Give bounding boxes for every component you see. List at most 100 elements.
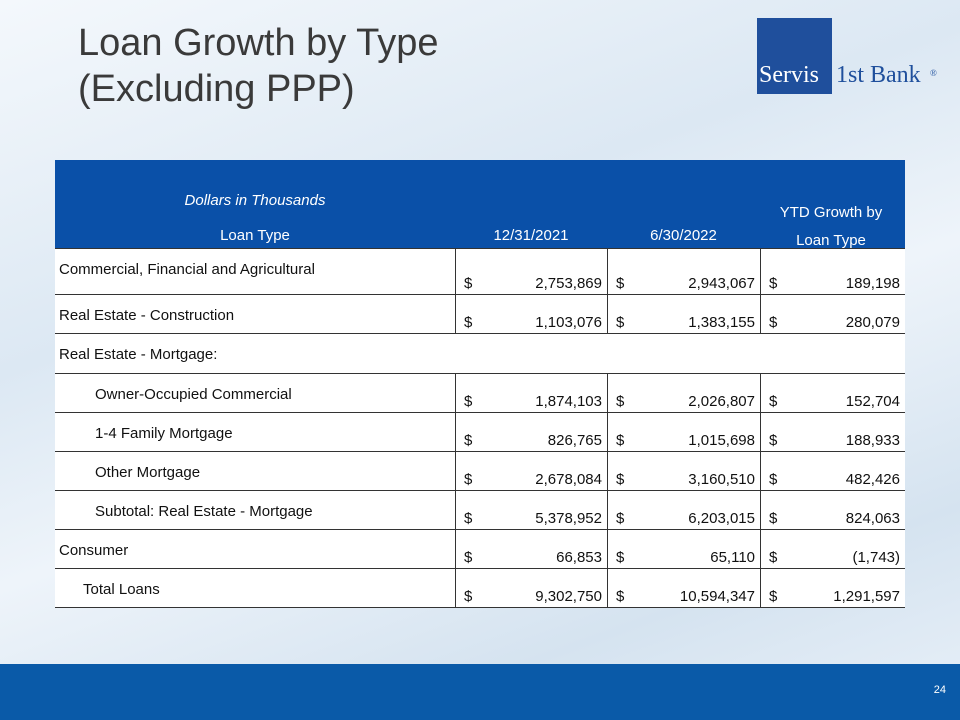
currency-sign: $ — [616, 275, 625, 292]
table-row: Commercial, Financial and Agricultural $2… — [55, 248, 905, 294]
logo-mark: ® — [930, 68, 937, 78]
table-row: Owner-Occupied Commercial $1,874,103 $2,02… — [55, 373, 905, 412]
currency-sign: $ — [464, 510, 473, 527]
currency-sign: $ — [464, 432, 473, 449]
currency-sign: $ — [464, 275, 473, 292]
value-cell: $6,203,015 — [607, 491, 761, 529]
title-line: Loan Growth by Type — [78, 22, 439, 64]
cell-value: 1,015,698 — [688, 432, 755, 449]
cell-value: 66,853 — [556, 549, 602, 566]
title-line: (Excluding PPP) — [78, 68, 355, 110]
cell-value: 6,203,015 — [688, 510, 755, 527]
table-row: 1-4 Family Mortgage $826,765 $1,015,698 $18… — [55, 412, 905, 451]
cell-value: 2,678,084 — [535, 471, 602, 488]
row-label: Subtotal: Real Estate - Mortgage — [95, 503, 313, 520]
currency-sign: $ — [769, 588, 778, 605]
cell-value: 2,943,067 — [688, 275, 755, 292]
currency-sign: $ — [616, 314, 625, 331]
logo-text: 1st Bank — [836, 62, 921, 88]
value-cell: $2,753,869 — [455, 249, 608, 294]
table-row: Real Estate - Mortgage: — [55, 333, 905, 373]
cell-value: 280,079 — [845, 314, 900, 331]
value-cell: $482,426 — [760, 452, 906, 490]
cell-value: 1,383,155 — [688, 314, 755, 331]
currency-sign: $ — [464, 588, 473, 605]
currency-sign: $ — [464, 314, 473, 331]
currency-sign: $ — [769, 275, 778, 292]
row-label: Owner-Occupied Commercial — [95, 386, 292, 403]
row-label: 1-4 Family Mortgage — [95, 425, 233, 442]
column-header: 6/30/2022 — [650, 227, 717, 244]
cell-value: 10,594,347 — [679, 588, 755, 605]
table-row: Total Loans $9,302,750 $10,594,347 $1,291,5… — [55, 568, 905, 608]
row-label: Commercial, Financial and Agricultural — [59, 261, 315, 278]
currency-sign: $ — [616, 393, 625, 410]
value-cell: $188,933 — [760, 413, 906, 451]
cell-value: 1,103,076 — [535, 314, 602, 331]
currency-sign: $ — [769, 432, 778, 449]
value-cell: $189,198 — [760, 249, 906, 294]
currency-sign: $ — [616, 510, 625, 527]
value-cell: $5,378,952 — [455, 491, 608, 529]
value-cell: $65,110 — [607, 530, 761, 568]
currency-sign: $ — [616, 549, 625, 566]
currency-sign: $ — [769, 510, 778, 527]
column-header: Loan Type — [220, 227, 290, 244]
value-cell: $1,015,698 — [607, 413, 761, 451]
column-header: YTD Growth by Loan Type — [779, 204, 883, 249]
slide-title: Loan Growth by Type (Excluding PPP) — [78, 20, 439, 112]
table-row: Subtotal: Real Estate - Mortgage $5,378,9… — [55, 490, 905, 529]
row-label: Total Loans — [83, 581, 160, 598]
row-label: Real Estate - Mortgage: — [59, 346, 218, 363]
cell-value: 826,765 — [547, 432, 602, 449]
value-cell: $9,302,750 — [455, 569, 608, 607]
value-cell: $826,765 — [455, 413, 608, 451]
value-cell: $2,943,067 — [607, 249, 761, 294]
value-cell: $3,160,510 — [607, 452, 761, 490]
cell-value: 3,160,510 — [688, 471, 755, 488]
loan-table: Dollars in Thousands Loan Type 12/31/202… — [55, 160, 905, 608]
cell-value: 65,110 — [710, 549, 755, 566]
value-cell: $66,853 — [455, 530, 608, 568]
table-row: Other Mortgage $2,678,084 $3,160,510 $482,4… — [55, 451, 905, 490]
cell-value: 152,704 — [845, 393, 900, 410]
cell-value: 1,291,597 — [833, 588, 900, 605]
value-cell: $280,079 — [760, 295, 906, 333]
currency-sign: $ — [769, 549, 778, 566]
table-row: Consumer $66,853 $65,110 $ (1,743) — [55, 529, 905, 568]
cell-value: (1,743) — [852, 549, 900, 566]
row-label: Consumer — [59, 542, 129, 559]
value-cell: $824,063 — [760, 491, 906, 529]
currency-sign: $ — [769, 314, 778, 331]
logo-text: Servis — [759, 62, 819, 88]
footer-band — [0, 664, 960, 720]
cell-value: 824,063 — [845, 510, 900, 527]
currency-sign: $ — [464, 549, 473, 566]
column-header: 12/31/2021 — [493, 227, 569, 244]
cell-value: 5,378,952 — [535, 510, 602, 527]
cell-value: 2,026,807 — [688, 393, 755, 410]
currency-sign: $ — [616, 471, 625, 488]
value-cell: $10,594,347 — [607, 569, 761, 607]
logo-box — [757, 18, 832, 94]
value-cell: $1,103,076 — [455, 295, 608, 333]
cell-value: 9,302,750 — [535, 588, 602, 605]
cell-value: 482,426 — [845, 471, 900, 488]
value-cell: $ (1,743) — [760, 530, 906, 568]
table-header: Dollars in Thousands Loan Type 12/31/202… — [55, 160, 905, 249]
value-cell: $1,874,103 — [455, 374, 608, 412]
cell-value: 188,933 — [845, 432, 900, 449]
cell-value: 189,198 — [845, 275, 900, 292]
cell-value: 2,753,869 — [535, 275, 602, 292]
value-cell: $1,291,597 — [760, 569, 906, 607]
row-label: Other Mortgage — [95, 464, 201, 481]
currency-sign: $ — [464, 471, 473, 488]
currency-sign: $ — [769, 393, 778, 410]
value-cell: $152,704 — [760, 374, 906, 412]
currency-sign: $ — [616, 432, 625, 449]
cell-value: 1,874,103 — [535, 393, 602, 410]
value-cell: $1,383,155 — [607, 295, 761, 333]
currency-sign: $ — [769, 471, 778, 488]
currency-sign: $ — [464, 393, 473, 410]
